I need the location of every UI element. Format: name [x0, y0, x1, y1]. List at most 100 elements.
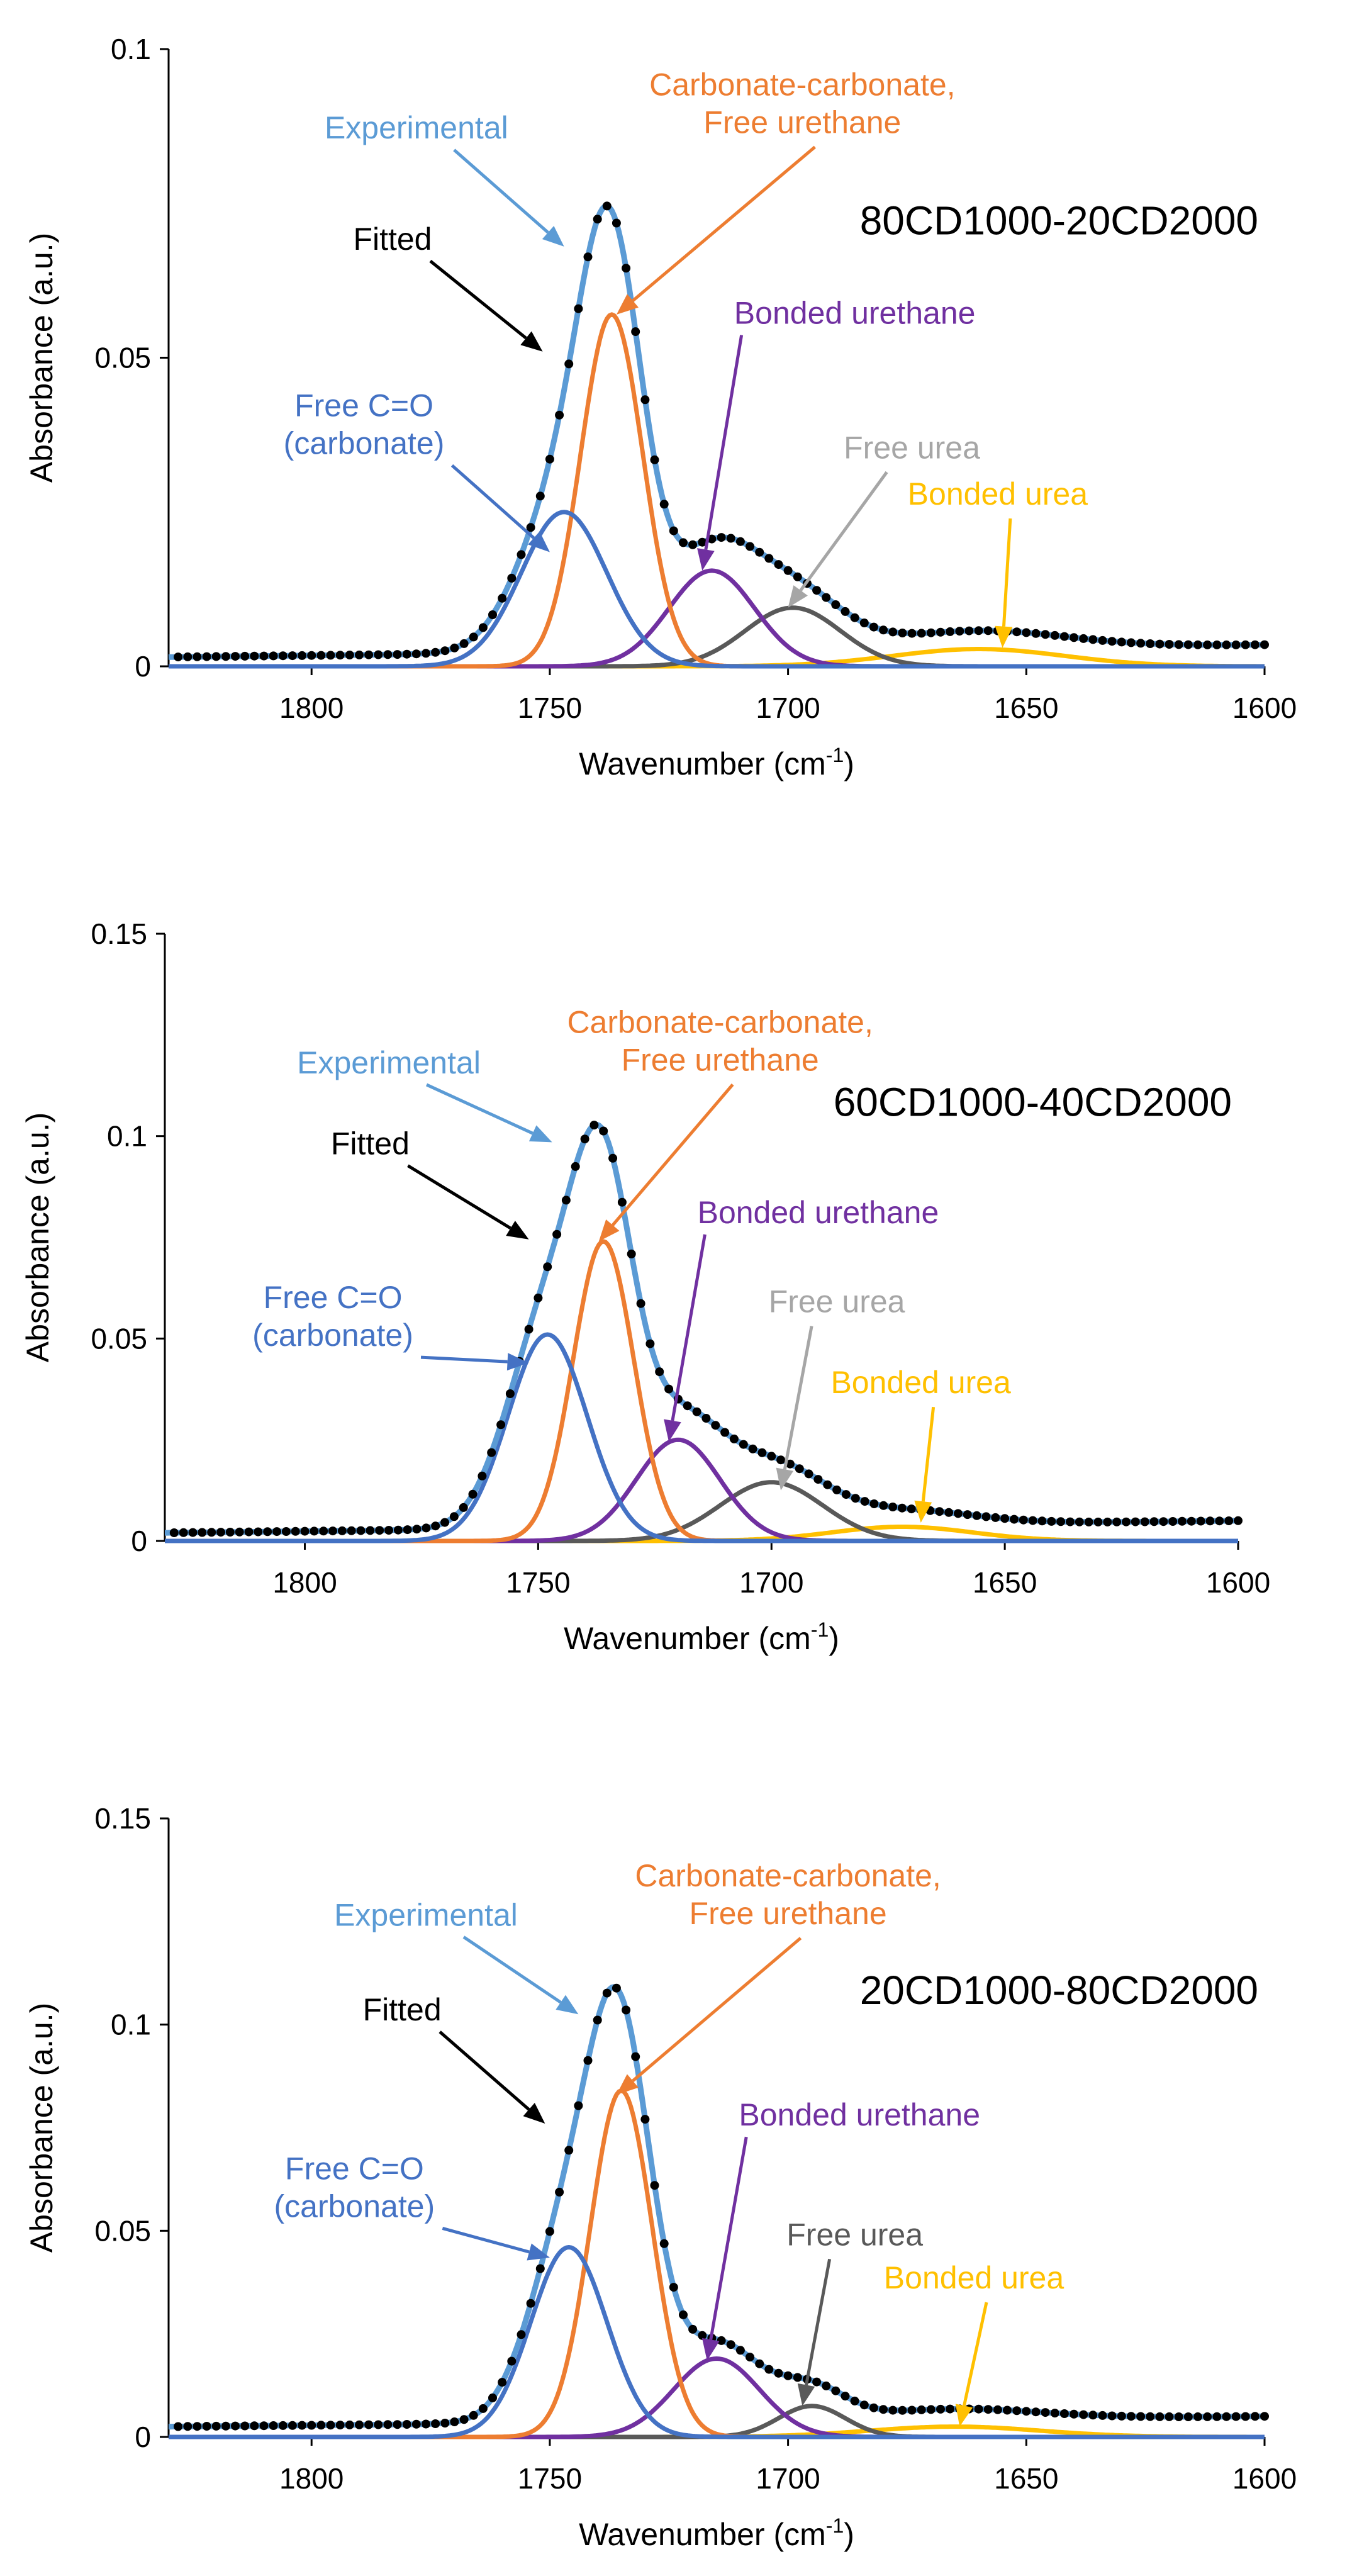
fitted-point — [859, 619, 869, 627]
fitted-point — [717, 533, 726, 542]
fitted-point — [926, 2405, 936, 2414]
fitted-point — [1122, 1517, 1131, 1526]
fitted-point — [589, 1121, 599, 1130]
annotation-fu: Free urea — [786, 2217, 923, 2406]
sample-title: 80CD1000-20CD2000 — [860, 198, 1258, 243]
fitted-point — [1136, 639, 1146, 648]
annotation-arrow-head — [701, 2338, 720, 2361]
annotation-fco: Free C=O(carbonate) — [252, 1280, 529, 1371]
annotation-label: (carbonate) — [284, 426, 445, 461]
fitted-point — [240, 651, 250, 661]
fitted-point — [735, 2346, 745, 2355]
annotation-label: Bonded urethane — [734, 296, 976, 331]
fitted-point — [1003, 2405, 1012, 2415]
fitted-point — [946, 627, 955, 636]
annotation-label: Fitted — [363, 1992, 442, 2027]
annotation-arrow-line — [407, 1164, 511, 1230]
fitted-point — [608, 1153, 618, 1163]
fitted-point — [1231, 640, 1241, 649]
annotation-cc: Carbonate-carbonate,Free urethane — [616, 1858, 941, 2095]
fitted-point — [1041, 630, 1050, 639]
fitted-point — [1117, 637, 1126, 647]
y-axis-label: Absorbance (a.u.) — [24, 233, 59, 483]
fitted-point — [1168, 1517, 1178, 1526]
fitted-point — [543, 1262, 552, 1272]
fitted-point — [374, 650, 383, 659]
fitted-point — [319, 1526, 328, 1536]
fitted-point — [498, 2378, 507, 2387]
fitted-point — [393, 1525, 403, 1535]
chart-2: 0 0.05 0.1 0.15 1800 1750 1700 1650 1600 Absorban… — [20, 917, 1270, 1656]
fitted-point — [345, 651, 354, 659]
annotation-cc: Carbonate-carbonate,Free urethane — [616, 67, 956, 315]
fitted-point — [935, 1507, 944, 1516]
fitted-point — [841, 2392, 850, 2401]
fitted-point — [955, 627, 964, 636]
annotation-label: Experimental — [334, 1897, 518, 1932]
sample-title: 60CD1000-40CD2000 — [834, 1080, 1232, 1125]
fitted-point — [402, 2420, 411, 2429]
annotation-arrow-head — [664, 1419, 681, 1442]
fitted-point — [1234, 1516, 1243, 1525]
fitted-point — [795, 1464, 804, 1474]
annotation-arrow-head — [955, 2404, 973, 2427]
fitted-point — [1212, 2412, 1222, 2421]
fitted-point — [917, 629, 926, 638]
fitted-point — [211, 652, 221, 661]
fitted-point — [366, 1526, 375, 1535]
annotation-arrow-line — [709, 2136, 748, 2340]
annotation-arrow-line — [783, 1326, 813, 1470]
fitted-point — [983, 2405, 993, 2414]
fitted-point — [888, 1503, 898, 1511]
annotation-arrow-line — [671, 1234, 707, 1421]
fitted-point — [1155, 639, 1165, 649]
fitted-point — [1107, 637, 1117, 646]
fitted-point — [1059, 2409, 1069, 2418]
fitted-point — [459, 1503, 468, 1512]
fitted-point — [983, 626, 993, 636]
annotation-label: Bonded urea — [884, 2260, 1064, 2295]
fitted-point — [535, 2264, 545, 2273]
annotation-arrow-line — [799, 471, 888, 591]
annotation-fco: Free C=O(carbonate) — [284, 388, 550, 552]
fitted-point — [1165, 640, 1174, 649]
fitted-point — [1126, 638, 1136, 647]
y-axis-label: Absorbance (a.u.) — [24, 2003, 59, 2253]
fitted-point — [659, 2239, 669, 2248]
fitted-point — [1205, 1516, 1215, 1526]
fitted-point — [393, 2420, 402, 2429]
fitted-point — [1098, 636, 1107, 645]
fitted-point — [650, 2181, 659, 2190]
fitted-point — [235, 1527, 244, 1537]
y-tick-label: 0.1 — [111, 33, 151, 65]
fitted-point — [1050, 630, 1059, 640]
annotation-label: Carbonate-carbonate, — [567, 1005, 873, 1040]
y-tick-label: 0.15 — [91, 917, 147, 950]
fitted-point — [679, 538, 688, 547]
fitted-point — [972, 1511, 981, 1520]
fitted-point — [1203, 640, 1212, 649]
fitted-point — [1031, 2407, 1041, 2417]
annotation-label: Free C=O — [264, 1280, 403, 1315]
x-tick-label: 1600 — [1206, 1566, 1270, 1599]
fitted-point — [1149, 1517, 1159, 1526]
annotation-fco: Free C=O(carbonate) — [274, 2151, 550, 2261]
annotation-label: Carbonate-carbonate, — [649, 67, 955, 103]
fitted-point — [746, 2353, 754, 2362]
fitted-point — [240, 2421, 250, 2431]
fitted-point — [793, 2373, 802, 2382]
fitted-point — [622, 264, 631, 273]
annotation-arrow-line — [429, 259, 527, 340]
annotation-arrow-head — [697, 548, 715, 571]
fitted-point — [1112, 1517, 1122, 1526]
y-tick-label: 0.1 — [107, 1120, 147, 1153]
fitted-point — [564, 2146, 574, 2155]
annotation-arrow-line — [420, 1355, 508, 1364]
fitted-point — [254, 1527, 263, 1537]
x-tick-label: 1700 — [756, 2462, 820, 2495]
fitted-point — [907, 1504, 916, 1514]
fitted-point — [450, 2417, 459, 2426]
fitted-point — [355, 2420, 364, 2429]
fitted-point — [263, 1527, 272, 1537]
fitted-point — [316, 651, 326, 660]
